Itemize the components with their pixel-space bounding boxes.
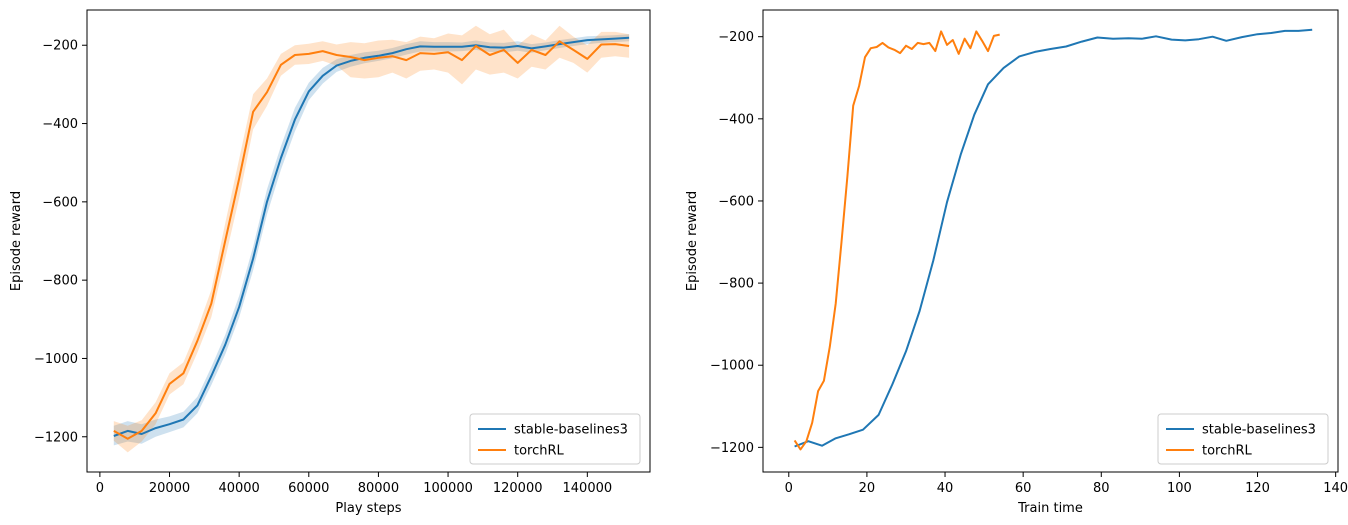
x-tick-label: 80	[1093, 481, 1110, 496]
axes-frame	[86, 9, 651, 473]
y-tick-label: −200	[42, 39, 78, 54]
legend-label: torchRL	[1202, 444, 1253, 459]
x-tick-label: 100000	[423, 481, 473, 496]
y-tick-label: −800	[42, 274, 78, 289]
series-line-torchrl	[793, 30, 1000, 451]
x-axis-label: Play steps	[335, 501, 401, 516]
x-tick-label: 60000	[288, 481, 329, 496]
y-tick-label: −600	[718, 194, 754, 209]
legend-box	[469, 413, 641, 465]
x-tick-label: 40000	[218, 481, 259, 496]
x-tick-label: 20000	[149, 481, 190, 496]
y-tick-label: −1000	[710, 359, 754, 374]
x-tick-label: 120	[1245, 481, 1270, 496]
series-line-torchrl	[113, 40, 630, 440]
axes-frame	[762, 9, 1339, 473]
y-tick-label: −1000	[34, 352, 78, 367]
x-tick-label: 140	[1323, 481, 1348, 496]
left-chart: 0 20000 40000 60000 80000 100000 120000 140000 −…	[9, 9, 651, 516]
x-tick-label: 40	[937, 481, 954, 496]
x-tick-label: 0	[96, 481, 104, 496]
confidence-band-sb3	[113, 34, 630, 446]
y-tick-label: −400	[718, 112, 754, 127]
y-tick-label: −1200	[34, 430, 78, 445]
x-axis-label: Train time	[1017, 501, 1083, 516]
x-tick-label: 80000	[358, 481, 399, 496]
y-tick-label: −800	[718, 277, 754, 292]
x-tick-label: 0	[785, 481, 793, 496]
legend-label: stable-baselines3	[514, 423, 628, 438]
series-line-sb3	[794, 28, 1313, 448]
x-tick-label: 140000	[563, 481, 613, 496]
legend: stable-baselines3 torchRL	[469, 413, 641, 465]
right-chart: 0 20 40 60 80 100 120 140 −1200 −1000 −800 −600 −400…	[685, 9, 1348, 516]
legend-label: torchRL	[514, 444, 565, 459]
y-axis-label: Episode reward	[9, 191, 24, 291]
x-tick-label: 120000	[493, 481, 543, 496]
x-tick-label: 100	[1167, 481, 1192, 496]
legend: stable-baselines3 torchRL	[1157, 413, 1329, 465]
y-tick-label: −600	[42, 195, 78, 210]
confidence-band-torchrl	[113, 25, 630, 453]
x-tick-label: 20	[859, 481, 876, 496]
y-tick-label: −200	[718, 30, 754, 45]
legend-box	[1157, 413, 1329, 465]
series-line-sb3	[113, 36, 630, 437]
legend-label: stable-baselines3	[1202, 423, 1316, 438]
y-axis-label: Episode reward	[685, 191, 700, 291]
y-tick-label: −1200	[710, 441, 754, 456]
y-tick-label: −400	[42, 117, 78, 132]
x-tick-label: 60	[1015, 481, 1032, 496]
